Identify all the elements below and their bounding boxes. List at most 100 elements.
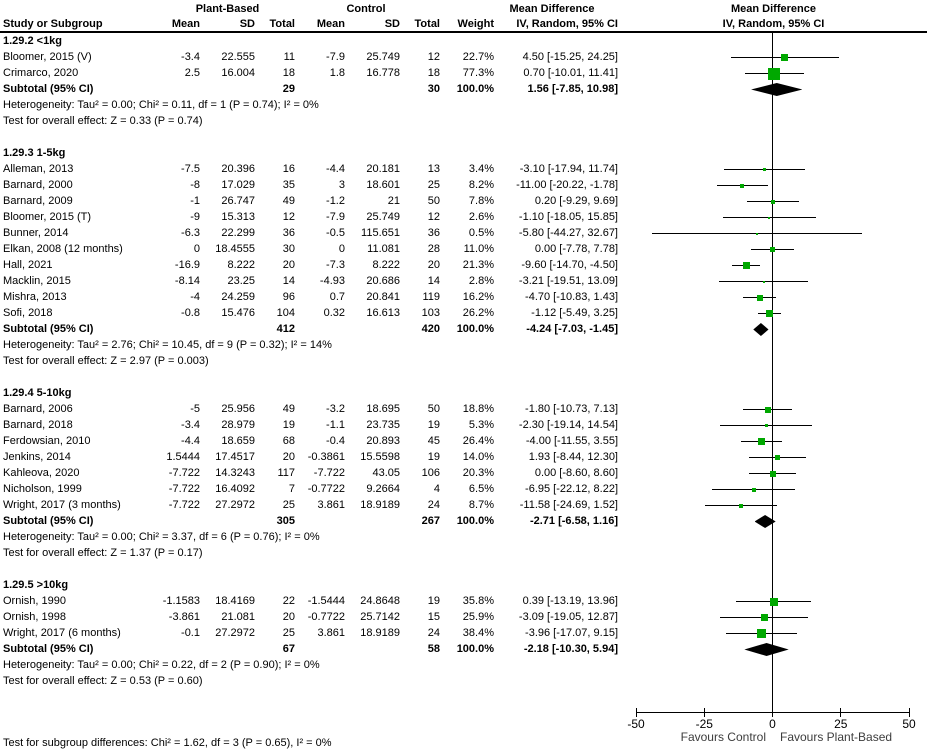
md-ci-value: -5.80 [-44.27, 32.67] <box>518 227 618 239</box>
effect-square <box>762 168 766 171</box>
pb-sd: 14.3243 <box>215 467 255 479</box>
ctrl-mean: -1.1 <box>326 419 345 431</box>
pb-total: 12 <box>282 211 295 223</box>
subtotal-row: Subtotal (95% CI) 305 267 100.0% -2.71 [-6.5… <box>0 513 927 529</box>
overall-effect-row: Test for overall effect: Z = 2.97 (P = 0… <box>0 353 927 369</box>
weight-value: 26.4% <box>462 435 494 447</box>
subtotal-row: Subtotal (95% CI) 29 30 100.0% 1.56 [-7.85, … <box>0 81 927 97</box>
pb-mean: -4 <box>190 291 200 303</box>
study-name: Bloomer, 2015 (T) <box>3 211 92 223</box>
md-ci-value: 0.20 [-9.29, 9.69] <box>534 195 618 207</box>
pb-sd-header: SD <box>239 18 255 30</box>
ctrl-sd: 20.181 <box>366 163 400 175</box>
pb-sd: 18.4555 <box>215 243 255 255</box>
effect-square <box>768 67 781 80</box>
pb-mean: -6.3 <box>181 227 200 239</box>
subtotal-diamond <box>744 643 789 656</box>
study-name: Ferdowsian, 2010 <box>3 435 91 447</box>
favours-control-label: Favours Control <box>680 730 766 744</box>
weight-value: 25.9% <box>462 611 494 623</box>
md-ci-value: -11.00 [-20.22, -1.78] <box>516 179 618 191</box>
ctrl-total: 119 <box>422 291 440 303</box>
ctrl-sd: 16.778 <box>366 67 400 79</box>
ctrl-sd: 21 <box>387 195 400 207</box>
pb-sd: 20.396 <box>221 163 255 175</box>
overall-effect-row: Test for overall effect: Z = 1.37 (P = 0… <box>0 545 927 561</box>
ctrl-sd: 20.686 <box>366 275 400 287</box>
effect-square <box>760 614 768 621</box>
weight-value: 11.0% <box>463 243 494 255</box>
ctrl-total: 13 <box>427 163 440 175</box>
ctrl-total: 25 <box>427 179 440 191</box>
md-ci-value: 1.93 [-8.44, 12.30] <box>528 451 618 463</box>
pb-sd: 27.2972 <box>215 627 255 639</box>
pb-total: 68 <box>282 435 295 447</box>
ctrl-total: 106 <box>421 467 440 479</box>
overall-effect-note: Test for overall effect: Z = 0.33 (P = 0… <box>3 115 203 127</box>
study-name: Wright, 2017 (6 months) <box>3 627 121 639</box>
study-row: Barnard, 2009 -1 26.747 49 -1.2 21 50 7.8% 0.20 … <box>0 193 927 209</box>
ctrl-total: 12 <box>427 211 440 223</box>
ci-plot <box>620 273 927 289</box>
pb-mean: -3.861 <box>168 611 200 623</box>
ctrl-mean: -1.2 <box>326 195 345 207</box>
ctrl-total: 19 <box>427 451 440 463</box>
md-ci-subtotal: -4.24 [-7.03, -1.45] <box>526 323 618 335</box>
subtotal-diamond <box>753 323 769 336</box>
ctrl-total: 18 <box>427 67 440 79</box>
ctrl-total: 50 <box>427 195 440 207</box>
subgroup-heading-row: 1.29.2 <1kg <box>0 33 927 49</box>
subgroup-heading-row: 1.29.4 5-10kg <box>0 385 927 401</box>
overall-effect-row: Test for overall effect: Z = 0.53 (P = 0… <box>0 673 927 689</box>
study-name: Barnard, 2009 <box>3 195 73 207</box>
study-row: Alleman, 2013 -7.5 20.396 16 -4.4 20.181 13 3.4… <box>0 161 927 177</box>
effect-square <box>769 597 778 606</box>
pb-sd: 18.4169 <box>215 595 255 607</box>
pb-sd: 15.476 <box>221 307 255 319</box>
ctrl-mean: 3.861 <box>317 499 345 511</box>
study-row: Barnard, 2006 -5 25.956 49 -3.2 18.695 50 18.8%… <box>0 401 927 417</box>
weight-value: 14.0% <box>462 451 494 463</box>
pb-total-subtotal: 305 <box>276 515 295 527</box>
study-name: Jenkins, 2014 <box>3 451 71 463</box>
ci-plot <box>620 289 927 305</box>
subtotal-plot <box>620 513 927 529</box>
axis-tick-label: 50 <box>902 717 916 731</box>
weight-value: 35.8% <box>462 595 494 607</box>
ctrl-mean: -7.3 <box>326 259 345 271</box>
subgroup-heading: 1.29.5 >10kg <box>3 579 69 591</box>
weight-value: 5.3% <box>468 419 494 431</box>
effect-square <box>762 280 765 283</box>
pb-total: 20 <box>282 451 295 463</box>
pb-total: 11 <box>283 51 295 63</box>
effect-square <box>751 487 756 492</box>
subtotal-label: Subtotal (95% CI) <box>3 83 94 95</box>
ctrl-mean: -0.4 <box>326 435 345 447</box>
pb-total: 49 <box>282 195 295 207</box>
pb-mean: -1 <box>190 195 200 207</box>
ctrl-sd: 8.222 <box>372 259 400 271</box>
subtotal-row: Subtotal (95% CI) 67 58 100.0% -2.18 [-10.30… <box>0 641 927 657</box>
pb-sd: 27.2972 <box>215 499 255 511</box>
weight-value: 8.7% <box>468 499 494 511</box>
axis-tick <box>635 708 637 717</box>
ci-plot <box>620 209 927 225</box>
ctrl-mean: -0.7722 <box>307 483 345 495</box>
effect-square <box>765 310 773 317</box>
axis-tick <box>840 708 842 717</box>
weight-header: Weight <box>457 18 494 30</box>
study-row: Wright, 2017 (6 months) -0.1 27.2972 25 3.86… <box>0 625 927 641</box>
md-column-header-line1: Mean Difference <box>509 3 595 15</box>
effect-square <box>742 262 750 269</box>
weight-value: 8.2% <box>468 179 494 191</box>
weight-subtotal: 100.0% <box>456 323 494 335</box>
ctrl-total: 15 <box>427 611 440 623</box>
pb-total: 20 <box>282 259 295 271</box>
ctrl-mean-header: Mean <box>316 18 345 30</box>
heterogeneity-row: Heterogeneity: Tau² = 0.00; Chi² = 0.22,… <box>0 657 927 673</box>
study-row: Wright, 2017 (3 months) -7.722 27.2972 25 3.… <box>0 497 927 513</box>
pb-total: 7 <box>288 483 295 495</box>
ctrl-sd: 20.893 <box>366 435 400 447</box>
pb-total: 19 <box>282 419 295 431</box>
pb-sd: 16.4092 <box>215 483 255 495</box>
